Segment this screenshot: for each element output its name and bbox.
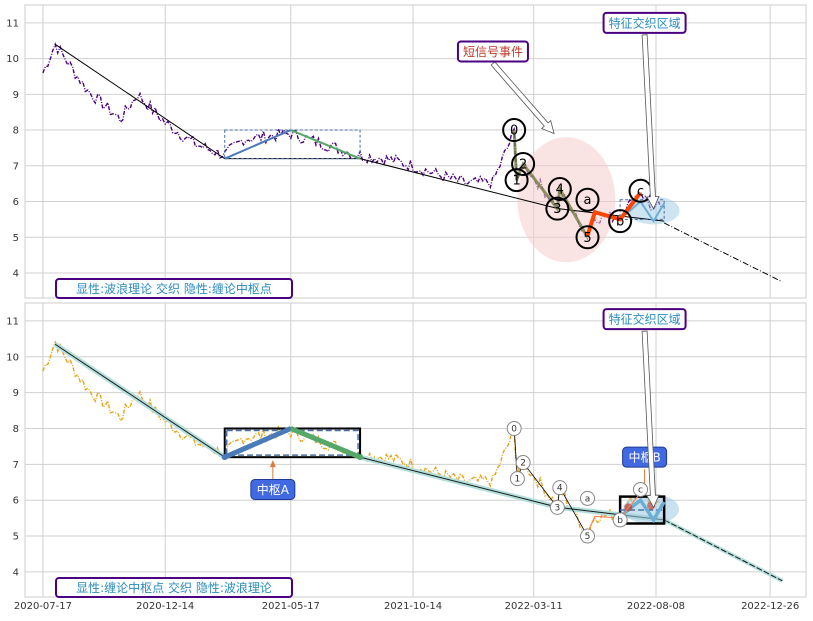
callout-arrow	[641, 330, 660, 509]
trend-extension-line	[663, 222, 783, 283]
wave-label-text: 1	[515, 475, 521, 485]
wave-label-circle	[552, 480, 568, 496]
x-tick-label: 2020-07-17	[14, 601, 72, 612]
wave-label-circle	[545, 196, 570, 221]
wave-label-text: 5	[585, 532, 591, 542]
panel-label-text: 显性:波浪理论 交织 隐性:缠论中枢点	[76, 281, 272, 296]
center-a-up-stroke	[223, 426, 292, 460]
wave-label-text: 3	[554, 503, 560, 513]
panel-label-box	[55, 278, 293, 299]
correction-wave-line	[585, 191, 643, 237]
wave-label-text: b	[616, 215, 624, 230]
center-b-stroke	[619, 200, 666, 224]
wave-label-text: 5	[583, 231, 591, 246]
x-tick-label: 2021-05-17	[262, 601, 320, 612]
wave-label-text: b	[617, 516, 623, 526]
center-label-text: 中枢B	[628, 450, 660, 465]
callout-box	[602, 308, 687, 331]
wave-label-circle	[608, 209, 633, 234]
center-a-start-dot	[221, 454, 228, 461]
wave-label-circle	[504, 168, 529, 193]
center-a-end-dot	[357, 454, 364, 461]
wave-label-circle	[575, 225, 600, 250]
callout-box	[456, 40, 529, 63]
panel-label-box	[55, 577, 293, 598]
panel-label-text: 显性:缠论中枢点 交织 隐性:波浪理论	[76, 580, 272, 595]
center-a-arrowhead	[269, 460, 276, 468]
center-down-stroke	[290, 129, 361, 160]
wave-label-circle	[612, 512, 628, 528]
y-tick-label: 8	[13, 424, 19, 435]
wave-label-text: 2	[519, 158, 527, 173]
wave-label-circle	[575, 187, 600, 212]
wave-label-circle	[511, 152, 536, 177]
center-label-text: 中枢A	[257, 482, 290, 497]
wave-label-circle	[502, 118, 527, 143]
wave-label-text: c	[637, 184, 644, 199]
y-tick-label: 5	[13, 233, 19, 244]
y-tick-label: 11	[6, 316, 19, 327]
y-tick-label: 5	[13, 532, 19, 543]
y-tick-label: 8	[13, 126, 19, 137]
trend-extension-line	[663, 519, 783, 582]
center-up-stroke	[224, 129, 292, 160]
price-series-line	[42, 41, 665, 241]
x-tick-label: 2022-12-26	[741, 601, 799, 612]
wave-label-circle	[549, 499, 565, 515]
y-tick-label: 9	[13, 90, 19, 101]
x-tick-label: 2022-08-08	[627, 601, 685, 612]
callout-arrow	[490, 61, 555, 135]
callout-text: 特征交织区域	[609, 15, 681, 30]
impulse-wave-line	[513, 428, 588, 537]
y-tick-label: 9	[13, 388, 19, 399]
wave-label-text: 4	[557, 484, 563, 494]
callout-text: 短信号事件	[463, 45, 523, 59]
wave-label-text: 0	[510, 124, 518, 139]
feature-region-blob	[627, 196, 680, 225]
wave-label-circle	[506, 420, 522, 436]
callout-box	[602, 11, 687, 34]
center-label-box	[250, 478, 296, 500]
correction-wave-line	[587, 492, 641, 533]
wave-label-text: a	[585, 494, 591, 504]
wave-label-text: 3	[553, 202, 561, 217]
callout-arrow	[641, 34, 660, 210]
wave-label-circle	[515, 455, 531, 471]
x-axis: 2020-07-17 2020-12-14 2021-05-17 2021-10-14…	[14, 601, 799, 612]
y-tick-label: 7	[13, 460, 19, 471]
wave-label-circle	[633, 481, 649, 497]
wave-label-text: 1	[512, 174, 520, 189]
y-tick-label: 6	[13, 496, 19, 507]
y-tick-label: 10	[6, 54, 19, 65]
wave-label-circle	[580, 528, 596, 544]
y-tick-label: 11	[6, 18, 19, 29]
x-tick-label: 2022-03-11	[505, 601, 563, 612]
callout-text: 特征交织区域	[609, 312, 681, 327]
wave-label-circle	[547, 177, 572, 202]
wave-label-text: a	[584, 193, 592, 208]
wave-label-text: c	[638, 485, 643, 495]
wave-label-text: 0	[511, 424, 517, 434]
y-tick-label: 4	[13, 268, 19, 279]
wave-label-circle	[509, 471, 525, 487]
y-tick-label: 6	[13, 197, 19, 208]
wave-label-circle	[580, 490, 596, 506]
y-tick-label: 4	[13, 567, 19, 578]
bottom-panel: 4 5 6 7 8 9 10 11 中枢A 中枢B 0 1 2 3 4 5 a b c 特征交织区域显性:缠论中枢点 …	[6, 302, 807, 598]
y-tick-label: 7	[13, 161, 19, 172]
y-tick-label: 10	[6, 352, 19, 363]
center-label-box	[622, 446, 668, 468]
plot-area	[24, 4, 807, 299]
plot-area	[24, 302, 807, 598]
x-tick-label: 2021-10-14	[384, 601, 442, 612]
x-tick-label: 2020-12-14	[136, 601, 194, 612]
wave-label-text: 2	[520, 459, 526, 469]
wave-label-text: 4	[556, 183, 564, 198]
center-a-down-stroke	[289, 426, 362, 460]
